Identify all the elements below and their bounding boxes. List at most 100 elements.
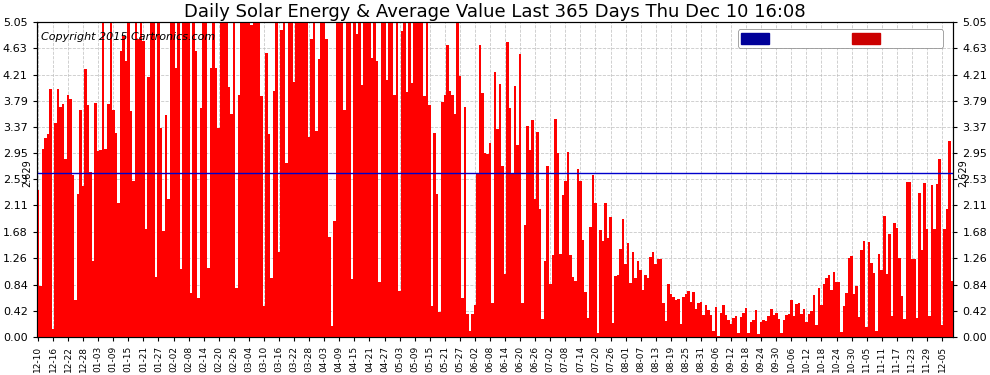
Bar [793,316,795,337]
Bar [285,164,288,337]
Bar [40,286,42,337]
Bar [154,277,157,337]
Bar [607,238,609,337]
Bar [358,13,360,337]
Bar [733,318,735,337]
Bar [635,278,637,337]
Bar [747,333,749,337]
Text: Copyright 2015 Cartronics.com: Copyright 2015 Cartronics.com [42,32,216,42]
Bar [130,111,132,337]
Bar [692,292,695,337]
Bar [537,132,539,337]
Bar [705,304,707,337]
Bar [883,216,885,337]
Bar [210,68,213,337]
Bar [906,182,908,337]
Bar [931,184,934,337]
Bar [939,159,940,337]
Bar [280,30,283,337]
Bar [411,83,414,337]
Bar [267,134,270,337]
Bar [630,283,632,337]
Bar [444,95,446,337]
Bar [463,106,466,337]
Bar [293,81,295,337]
Bar [177,20,180,337]
Bar [164,115,167,337]
Bar [99,150,102,337]
Bar [175,68,177,337]
Bar [275,13,278,337]
Bar [592,175,594,337]
Bar [720,313,723,337]
Bar [566,152,569,337]
Bar [182,13,185,337]
Bar [826,278,828,337]
Bar [431,306,434,337]
Bar [172,13,175,337]
Bar [225,13,228,337]
Bar [112,110,115,337]
Bar [326,39,328,337]
Bar [855,286,858,337]
Bar [140,13,143,337]
Bar [97,150,99,337]
Bar [64,159,66,337]
Bar [205,13,208,337]
Bar [674,300,677,337]
Bar [852,294,855,337]
Bar [451,95,453,337]
Bar [278,252,280,337]
Bar [845,293,847,337]
Bar [89,172,92,337]
Bar [338,13,341,337]
Bar [564,181,566,337]
Bar [888,234,891,337]
Bar [896,228,898,337]
Bar [434,133,436,337]
Bar [873,273,875,337]
Bar [37,190,40,337]
Bar [574,280,576,337]
Bar [336,13,338,337]
Bar [664,321,667,337]
Bar [777,320,780,337]
Bar [885,274,888,337]
Bar [484,153,486,337]
Bar [295,13,298,337]
Bar [556,153,559,337]
Bar [625,264,627,337]
Bar [388,13,391,337]
Bar [940,325,943,337]
Bar [305,13,308,337]
Bar [640,270,642,337]
Bar [723,304,725,337]
Bar [532,120,534,337]
Bar [790,300,793,337]
Bar [321,13,323,337]
Bar [333,220,336,337]
Bar [117,203,120,337]
Bar [868,242,870,337]
Bar [122,36,125,337]
Bar [496,129,499,337]
Bar [54,123,56,337]
Bar [672,297,674,337]
Bar [107,104,110,337]
Bar [436,194,439,337]
Bar [644,274,646,337]
Bar [243,13,246,337]
Bar [439,312,441,337]
Bar [818,288,821,337]
Bar [687,291,690,337]
Bar [298,13,300,337]
Bar [929,316,931,337]
Bar [378,282,381,337]
Bar [735,316,738,337]
Bar [187,13,190,337]
Bar [350,279,353,337]
Bar [51,329,54,337]
Bar [328,237,331,337]
Bar [924,183,926,337]
Bar [782,320,785,337]
